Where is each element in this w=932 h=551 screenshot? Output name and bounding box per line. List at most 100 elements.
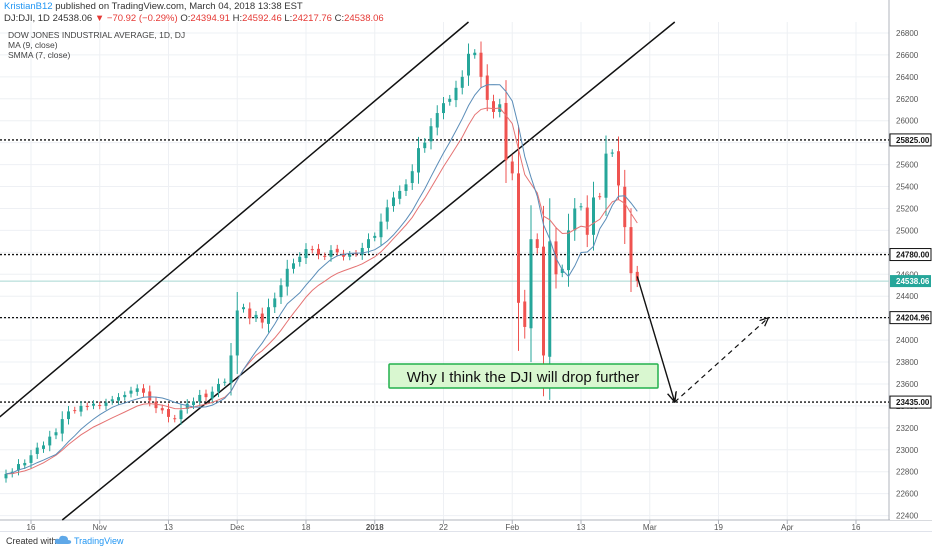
last-price: 24538.06 — [52, 13, 93, 24]
candle-body — [529, 239, 533, 329]
price-tick-label: 25600 — [896, 161, 919, 170]
indicator-smma: SMMA (7, close) — [8, 50, 71, 60]
publish-info: published on TradingView.com, March 04, … — [55, 1, 303, 12]
candle-body — [35, 447, 39, 454]
candle-body — [217, 383, 220, 392]
level-price-label: 24204.96 — [896, 314, 930, 323]
current-price-box — [890, 275, 931, 288]
candle-body — [429, 126, 433, 142]
candle-body — [204, 393, 208, 398]
candle-body — [398, 190, 402, 199]
candle-body — [410, 171, 414, 184]
price-tick-label: 24400 — [896, 292, 919, 301]
candle-body — [142, 388, 145, 393]
candle-body — [48, 436, 52, 446]
candle-body — [110, 399, 114, 402]
candle-body — [592, 197, 595, 235]
horizontal-levels — [0, 139, 889, 403]
candle-body — [354, 253, 358, 255]
publish-line: KristianB12 published on TradingView.com… — [4, 1, 303, 13]
candle-body — [517, 173, 520, 303]
candle-body — [123, 394, 127, 398]
low-value: 24217.76 — [292, 13, 332, 24]
price-axis[interactable]: 2240022600228002300023200234002360023800… — [889, 0, 932, 521]
candle-body — [23, 462, 27, 466]
candle-body — [185, 403, 189, 409]
price-tick-label: 26400 — [896, 73, 919, 82]
chart-grid — [0, 0, 932, 521]
candle-body — [423, 142, 427, 149]
time-tick-label: 19 — [714, 523, 723, 532]
candle-body — [373, 235, 377, 238]
candle-body — [567, 230, 570, 271]
candle-body — [285, 268, 289, 287]
candle-body — [417, 148, 420, 173]
time-tick-label: 22 — [439, 523, 448, 532]
candle-body — [135, 388, 139, 392]
footer-bar: Created with TradingView — [0, 531, 932, 551]
channel-line — [61, 21, 676, 521]
candle-body — [329, 250, 333, 257]
time-tick-label: 13 — [577, 523, 586, 532]
price-tick-label: 26200 — [896, 95, 919, 104]
time-axis[interactable]: 16 Nov 13 Dec 18 2018 22 Feb 13 Mar 19 Apr 16 — [27, 520, 861, 532]
time-tick-label: Feb — [505, 523, 519, 532]
candle-body — [179, 410, 183, 420]
high-label: H: — [232, 13, 243, 24]
price-tick-label: 26000 — [896, 117, 919, 126]
annotation-box[interactable]: Why I think the DJI will drop further — [388, 363, 659, 389]
candle-body — [442, 103, 445, 114]
candle-body — [448, 98, 452, 102]
close-label: C: — [334, 13, 345, 24]
candle-body — [335, 248, 339, 253]
candle-body — [360, 247, 364, 255]
candle-body — [317, 248, 320, 255]
candle-body — [485, 75, 489, 100]
candle-body — [504, 102, 508, 161]
candle-body — [610, 152, 614, 154]
projection-up-dashed-arrow — [674, 318, 769, 403]
indicator-lines — [5, 84, 638, 475]
candle-body — [92, 403, 95, 406]
candle-body — [573, 208, 577, 231]
candle-body — [460, 76, 464, 88]
candle-body — [104, 402, 108, 406]
candle-body — [167, 408, 170, 417]
tradingview-brand[interactable]: TradingView — [74, 536, 124, 546]
candle-body — [523, 301, 527, 327]
price-tick-label: 22400 — [896, 512, 919, 521]
candle-body — [267, 307, 270, 324]
plot-background — [0, 22, 889, 520]
price-tick-label: 22800 — [896, 468, 919, 477]
candle-body — [542, 246, 545, 356]
candle-body — [198, 394, 202, 402]
author-link[interactable]: KristianB12 — [4, 1, 53, 12]
candle-body — [160, 408, 164, 411]
candle-body — [73, 410, 77, 412]
chart-title: DOW JONES INDUSTRIAL AVERAGE, 1D, DJ — [8, 30, 185, 40]
high-value: 24592.46 — [242, 13, 282, 24]
annotation-rect — [388, 363, 659, 389]
candle-body — [548, 241, 552, 357]
smma-line — [5, 107, 638, 475]
time-tick-label: 2018 — [366, 523, 384, 532]
candle-body — [598, 196, 602, 198]
quote-line: DJ:DJI, 1D 24538.06 ▼ −70.92 (−0.29%) O:… — [4, 13, 384, 25]
time-tick-label: 16 — [27, 523, 36, 532]
candle-body — [379, 221, 383, 238]
projection-down-arrow — [636, 276, 675, 402]
time-tick-label: 18 — [302, 523, 311, 532]
candle-body — [192, 401, 195, 406]
candle-body — [560, 268, 564, 273]
time-tick-label: Dec — [230, 523, 244, 532]
time-tick-label: 13 — [164, 523, 173, 532]
price-tick-label: 23600 — [896, 380, 919, 389]
candle-body — [367, 239, 370, 248]
candle-body — [510, 161, 514, 174]
candle-body — [479, 52, 483, 77]
candle-body — [473, 52, 477, 56]
down-triangle-icon: ▼ — [94, 13, 105, 24]
candle-body — [292, 263, 295, 269]
candle-body — [273, 298, 277, 308]
